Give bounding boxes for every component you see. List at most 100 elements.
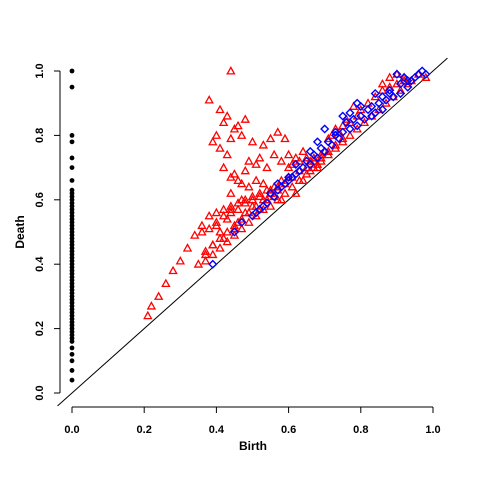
data-point <box>320 124 330 134</box>
data-point <box>323 146 334 156</box>
data-point <box>287 159 297 168</box>
data-point <box>377 105 388 115</box>
data-point <box>421 72 431 81</box>
data-point <box>208 136 218 146</box>
data-point <box>341 114 352 123</box>
y-axis-title: Death <box>13 215 27 248</box>
data-point <box>395 85 406 94</box>
data-point <box>211 217 222 226</box>
data-point <box>146 301 157 310</box>
plot-content <box>57 57 448 407</box>
data-point <box>143 310 153 320</box>
y-tick-label: 1.0 <box>34 63 46 78</box>
data-point <box>374 98 384 108</box>
reference-line <box>57 57 448 407</box>
data-point <box>215 143 225 152</box>
data-point <box>69 84 75 90</box>
data-point <box>330 127 341 137</box>
data-point <box>258 178 269 188</box>
data-point <box>69 139 75 145</box>
data-point <box>251 175 261 185</box>
data-point <box>240 165 250 175</box>
data-point <box>330 143 341 152</box>
data-point <box>161 278 171 288</box>
data-point <box>395 79 406 89</box>
data-point <box>208 239 218 249</box>
data-point <box>269 149 279 159</box>
data-point <box>403 76 413 86</box>
data-point <box>229 169 240 178</box>
data-point <box>392 69 402 79</box>
x-ticks: 0.0 0.2 0.4 0.6 0.8 1.0 <box>64 407 441 436</box>
data-point <box>182 243 193 252</box>
data-point <box>265 188 276 198</box>
data-point <box>222 227 232 236</box>
data-point <box>226 66 236 75</box>
data-point <box>345 108 355 118</box>
series-filled-circle <box>69 68 75 383</box>
data-point <box>395 88 406 99</box>
data-point <box>255 188 265 197</box>
data-point <box>280 133 290 143</box>
data-point <box>229 227 240 237</box>
data-point <box>330 140 341 149</box>
x-tick-label: 0.2 <box>137 424 152 436</box>
data-point <box>316 156 326 165</box>
data-point <box>338 111 348 121</box>
data-point <box>222 214 232 223</box>
data-point <box>410 72 420 83</box>
x-tick-label: 0.4 <box>209 424 225 436</box>
data-point <box>262 162 272 172</box>
data-point <box>69 368 75 373</box>
data-point <box>323 137 333 147</box>
data-point <box>247 191 258 201</box>
data-point <box>226 172 236 181</box>
data-point <box>193 259 204 268</box>
data-point <box>69 165 75 171</box>
data-points <box>69 66 431 383</box>
data-point <box>392 78 402 88</box>
data-point <box>323 133 334 143</box>
data-point <box>190 230 200 239</box>
data-point <box>215 227 225 236</box>
data-point <box>291 188 301 197</box>
data-point <box>367 101 377 112</box>
data-point <box>215 243 225 252</box>
x-tick-label: 0.6 <box>281 424 296 436</box>
data-point <box>356 101 366 112</box>
data-point <box>341 117 351 128</box>
data-point <box>258 140 269 149</box>
data-point <box>359 117 370 127</box>
data-point <box>348 114 359 124</box>
data-point <box>273 127 283 136</box>
data-point <box>316 153 326 162</box>
data-point <box>69 155 75 161</box>
data-point <box>69 68 75 74</box>
data-point <box>298 146 308 156</box>
data-point <box>153 291 164 300</box>
data-point <box>208 249 218 259</box>
data-point <box>236 194 247 204</box>
y-tick-label: 0.4 <box>34 256 46 272</box>
data-point <box>247 136 258 146</box>
data-point <box>222 149 232 159</box>
y-tick-label: 0.0 <box>34 385 46 400</box>
data-point <box>283 149 294 159</box>
data-point <box>236 178 247 188</box>
data-point <box>204 95 214 104</box>
data-point <box>280 188 290 197</box>
data-point <box>338 127 348 137</box>
data-point <box>384 72 395 81</box>
data-point <box>233 204 243 213</box>
data-point <box>69 345 75 351</box>
data-point <box>236 130 247 139</box>
data-point <box>262 194 272 204</box>
data-point <box>244 156 254 165</box>
x-axis-title: Birth <box>239 439 267 453</box>
data-point <box>218 210 229 220</box>
data-point <box>312 137 323 147</box>
data-point <box>69 178 75 183</box>
data-point <box>309 153 319 162</box>
x-tick-label: 0.0 <box>64 424 79 436</box>
data-point <box>265 133 276 143</box>
